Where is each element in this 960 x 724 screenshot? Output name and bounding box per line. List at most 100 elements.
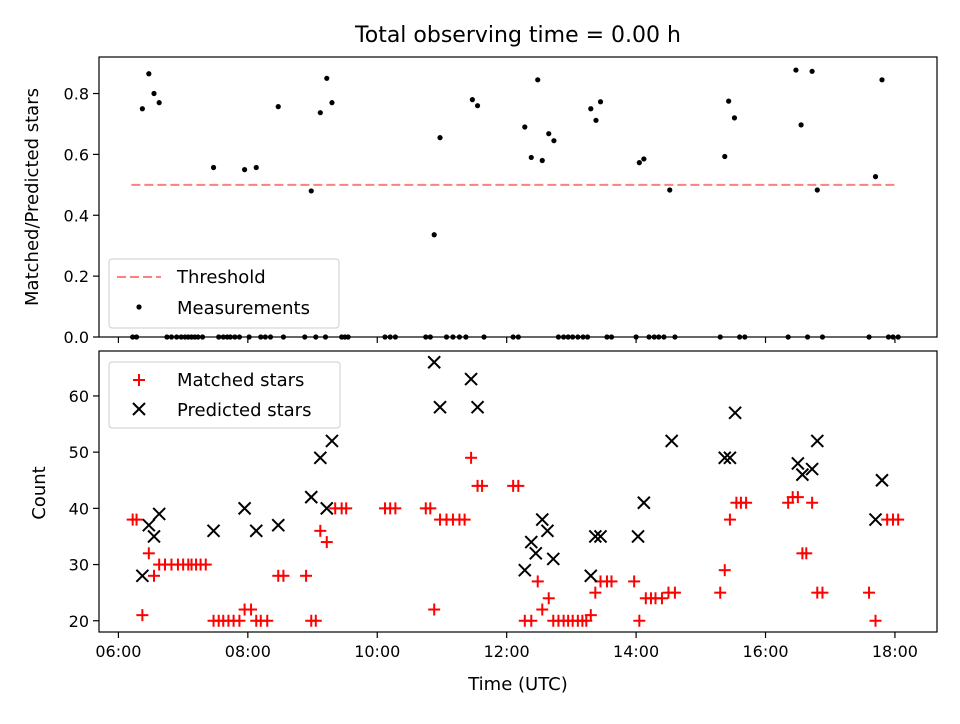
- matched-star-point: [300, 569, 313, 582]
- count-y-axis: 20 30 40 50 60: [69, 387, 99, 631]
- measurement-point: [535, 77, 541, 83]
- measurement-point: [667, 187, 673, 193]
- ratio-y-tick-label: 0.8: [64, 85, 89, 104]
- measurement-point: [546, 131, 552, 137]
- predicted-star-point: [142, 518, 156, 532]
- matched-star-point: [136, 609, 149, 622]
- matched-star-point: [531, 575, 544, 588]
- count-panel: 20 30 40 50 60 06:00 08:00 10:00 12:00 14:00 16:0…: [29, 350, 938, 695]
- count-legend: Matched stars Predicted stars: [108, 361, 341, 429]
- matched-star-point: [512, 479, 525, 492]
- measurement-point: [814, 187, 820, 193]
- measurement-point: [872, 174, 879, 180]
- measurement-point: [156, 100, 162, 106]
- matched-star-point: [605, 575, 618, 588]
- predicted-star-point: [464, 372, 478, 386]
- measurement-point: [151, 90, 157, 97]
- measurement-point: [551, 138, 557, 144]
- predicted-star-point: [593, 529, 608, 544]
- matched-star-point: [536, 603, 549, 616]
- ratio-plot-area: [130, 67, 901, 340]
- matched-star-point: [142, 547, 155, 560]
- x-tick-label: 18:00: [872, 642, 918, 661]
- matched-star-point: [309, 614, 322, 627]
- matched-star-point: [130, 513, 143, 526]
- ratio-legend: Threshold Measurements: [108, 258, 340, 329]
- measurements-legend-marker: [136, 304, 142, 310]
- matched-star-point: [277, 569, 290, 582]
- predicted-star-point: [524, 535, 538, 549]
- matched-star-point: [148, 569, 161, 582]
- matched-star-point: [800, 547, 813, 560]
- measurement-point: [317, 110, 323, 116]
- ratio-y-axis: 0.0 0.2 0.4 0.6 0.8: [64, 85, 99, 347]
- measurement-point: [210, 164, 217, 171]
- matched-star-point: [714, 586, 727, 599]
- predicted-star-point: [433, 400, 447, 414]
- matched-star-point: [791, 491, 804, 504]
- predicted-star-point: [135, 569, 150, 583]
- matched-star-point: [476, 479, 489, 492]
- measurement-point: [474, 103, 481, 109]
- measurement-point: [809, 68, 815, 74]
- measurement-point: [722, 153, 728, 160]
- predicted-star-point: [584, 569, 598, 583]
- predicted-star-point: [152, 507, 166, 521]
- matched-star-point: [633, 614, 646, 627]
- measurement-point: [253, 164, 259, 171]
- predicted-star-point: [540, 524, 555, 538]
- predicted-star-point: [325, 434, 339, 448]
- x-tick-label: 16:00: [742, 642, 788, 661]
- measurement-point: [539, 157, 545, 164]
- measurement-point: [431, 232, 437, 238]
- matched-star-point: [320, 536, 333, 549]
- predicted-star-point: [518, 563, 532, 577]
- ratio-y-tick-label: 0.6: [64, 145, 89, 164]
- measurement-point: [522, 124, 528, 130]
- measurement-point: [324, 75, 330, 81]
- predicted-star-point: [427, 355, 441, 369]
- matched-legend-marker: [133, 374, 145, 386]
- count-x-axis: 06:00 08:00 10:00 12:00 14:00 16:00 18:00: [95, 632, 918, 661]
- predicted-star-point: [723, 451, 737, 465]
- matched-star-point: [233, 614, 246, 627]
- measurement-point: [593, 117, 599, 123]
- predicted-star-point: [875, 473, 889, 487]
- predicted-star-point: [805, 462, 819, 476]
- matched-star-point: [892, 513, 905, 526]
- ratio-axes-frame: [98, 56, 938, 338]
- matched-star-point: [628, 575, 641, 588]
- x-tick-label: 06:00: [95, 642, 141, 661]
- predicted-star-point: [320, 501, 334, 516]
- matched-star-point: [314, 524, 327, 537]
- matched-legend-label: Matched stars: [177, 370, 304, 391]
- ratio-x-axis: [117, 337, 896, 343]
- ratio-y-tick-label: 0.4: [64, 206, 89, 225]
- predicted-star-point: [535, 512, 549, 527]
- ratio-panel: 0.00.20.40.60.8 Matched/Predicted stars …: [22, 56, 938, 347]
- predicted-star-point: [529, 546, 543, 561]
- measurement-point: [588, 106, 594, 112]
- matched-star-point: [668, 586, 681, 599]
- predicted-star-point: [810, 434, 824, 448]
- predicted-star-point: [313, 451, 328, 465]
- predicted-legend-label: Predicted stars: [177, 400, 311, 421]
- matched-star-point: [816, 586, 829, 599]
- measurement-point: [726, 98, 732, 104]
- x-tick-label: 08:00: [225, 642, 271, 661]
- x-tick-label: 10:00: [354, 642, 400, 661]
- ratio-legend-box: [108, 258, 340, 329]
- count-y-tick-label: 60: [69, 387, 89, 406]
- predicted-star-point: [546, 552, 560, 566]
- measurement-point: [641, 156, 647, 162]
- matched-star-point: [584, 609, 597, 622]
- measurement-point: [731, 115, 738, 121]
- measurement-point: [597, 99, 604, 105]
- ratio-y-axis-label: Matched/Predicted stars: [22, 88, 43, 306]
- predicted-star-point: [718, 451, 732, 465]
- threshold-legend-label: Threshold: [176, 267, 266, 288]
- measurements-legend-label: Measurements: [177, 298, 310, 319]
- count-y-tick-label: 30: [69, 556, 89, 575]
- matched-star-point: [428, 603, 441, 616]
- matched-star-point: [424, 502, 437, 515]
